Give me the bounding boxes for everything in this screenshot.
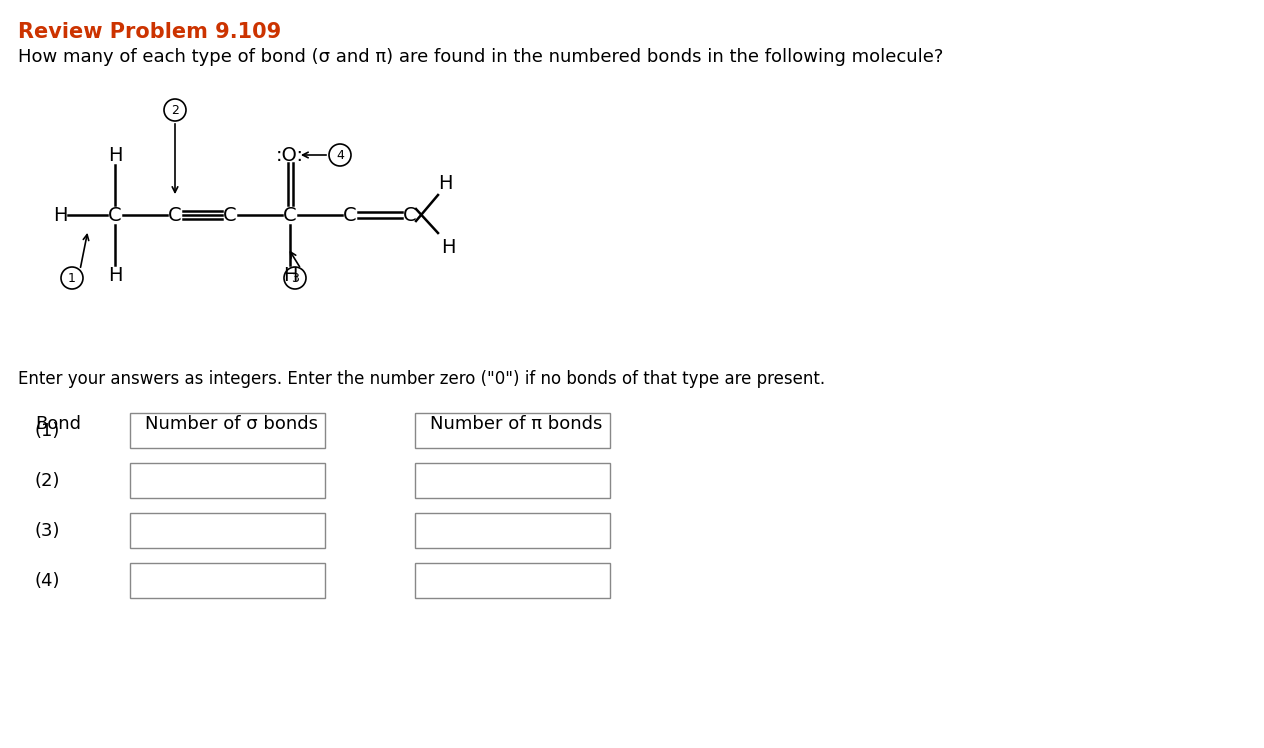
Text: C: C [224,206,236,224]
Text: (2): (2) [35,471,61,489]
Bar [415,413,611,448]
Text: Review Problem 9.109: Review Problem 9.109 [18,22,282,42]
Text: C: C [344,206,356,224]
Text: C: C [283,206,297,224]
Text: Number of σ bonds: Number of σ bonds [145,415,319,433]
Text: How many of each type of bond (σ and π) are found in the numbered bonds in the f: How many of each type of bond (σ and π) … [18,48,943,66]
Text: C: C [168,206,182,224]
Text: Bond: Bond [35,415,81,433]
Bar [415,513,611,548]
Text: (3): (3) [35,521,61,539]
Bar [415,563,611,598]
Text: :O:: :O: [276,146,305,165]
Text: Number of π bonds: Number of π bonds [430,415,603,433]
Text: (4): (4) [35,571,61,589]
Text: H: H [283,266,297,284]
Bar [130,413,325,448]
Text: H: H [107,266,123,284]
Text: C: C [109,206,121,224]
Text: 4: 4 [336,149,344,162]
Text: 1: 1 [68,272,76,284]
Text: C: C [403,206,417,224]
Bar [130,563,325,598]
Text: H: H [437,174,453,192]
Text: H: H [107,146,123,165]
Text: 2: 2 [171,103,179,117]
Bar [130,463,325,498]
Bar [415,463,611,498]
Text: Enter your answers as integers. Enter the number zero ("0") if no bonds of that : Enter your answers as integers. Enter th… [18,370,825,388]
Text: (1): (1) [35,422,61,440]
Bar [130,513,325,548]
Text: 3: 3 [291,272,300,284]
Text: H: H [53,206,67,224]
Text: H: H [441,238,455,257]
